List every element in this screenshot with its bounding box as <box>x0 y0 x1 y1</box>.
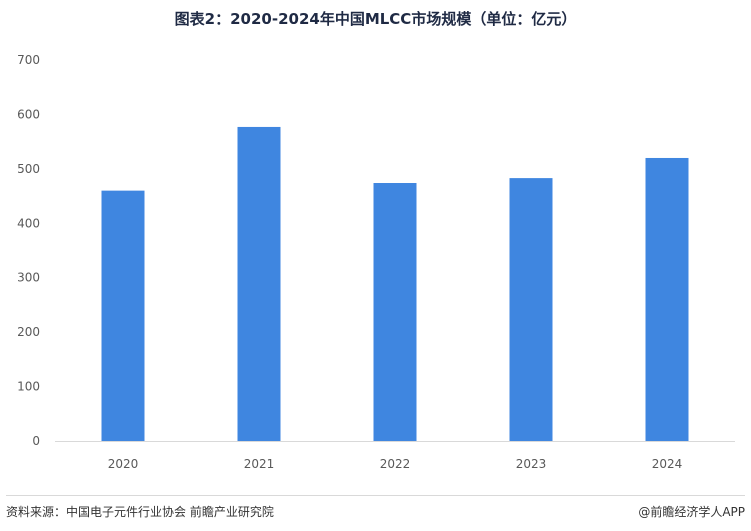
source-note: 资料来源：中国电子元件行业协会 前瞻产业研究院 <box>6 505 274 519</box>
y-tick-label: 300 <box>17 271 40 285</box>
bar-2024 <box>645 157 689 441</box>
bar-chart: 0 100 200 300 400 500 600 700 2020 2021 2022 2023 20… <box>17 53 735 471</box>
y-tick-label: 200 <box>17 325 40 339</box>
x-tick-label: 2024 <box>652 457 683 471</box>
y-tick-label: 600 <box>17 107 40 121</box>
x-tick-label: 2022 <box>380 457 411 471</box>
bar-2020 <box>101 190 145 441</box>
x-tick-label: 2020 <box>108 457 139 471</box>
x-tick-label: 2023 <box>516 457 547 471</box>
y-tick-label: 500 <box>17 162 40 176</box>
bar-2021 <box>237 126 281 441</box>
y-tick-label: 0 <box>32 434 40 448</box>
credit-note: @前瞻经济学人APP <box>638 505 745 519</box>
chart-title: 图表2：2020-2024年中国MLCC市场规模（单位：亿元） <box>174 10 577 28</box>
x-tick-label: 2021 <box>244 457 275 471</box>
y-tick-label: 400 <box>17 216 40 230</box>
y-tick-label: 700 <box>17 53 40 67</box>
y-tick-label: 100 <box>17 380 40 394</box>
bar-2022 <box>373 183 417 441</box>
footer-divider <box>6 495 745 496</box>
bar-2023 <box>509 178 553 442</box>
